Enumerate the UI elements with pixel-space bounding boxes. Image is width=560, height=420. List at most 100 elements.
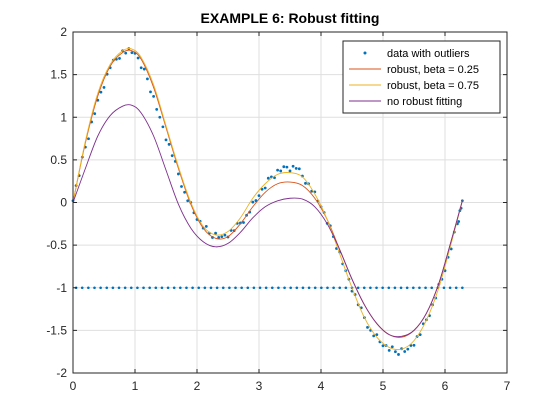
- outlier-point: [80, 286, 84, 290]
- x-tick-label: 0: [70, 379, 77, 393]
- outlier-point: [369, 286, 372, 290]
- data-point: [288, 169, 292, 173]
- x-tick-label: 2: [194, 379, 201, 393]
- outlier-point: [375, 286, 378, 290]
- x-tick-label: 4: [318, 379, 325, 393]
- outlier-point: [412, 286, 415, 290]
- data-point: [167, 142, 171, 146]
- outlier-point: [172, 286, 176, 290]
- data-point: [291, 164, 295, 168]
- data-point: [183, 190, 187, 194]
- outlier-point: [105, 286, 109, 290]
- data-point: [304, 181, 307, 185]
- outlier-point: [387, 286, 391, 290]
- data-point: [412, 343, 416, 347]
- outlier-point: [148, 286, 151, 290]
- data-point: [372, 334, 376, 338]
- data-point: [99, 90, 103, 94]
- outlier-point: [264, 286, 268, 290]
- legend: data with outliers robust, beta = 0.25 rob…: [342, 40, 501, 114]
- outlier-point: [307, 286, 311, 290]
- outlier-point: [313, 286, 317, 290]
- data-point: [251, 200, 255, 204]
- outlier-point: [240, 286, 243, 290]
- data-point: [285, 165, 289, 169]
- outlier-point: [209, 286, 213, 290]
- outlier-point: [123, 286, 127, 290]
- x-tick-label: 7: [504, 379, 511, 393]
- outlier-point: [326, 286, 329, 290]
- data-point: [142, 67, 146, 71]
- data-point: [223, 233, 227, 237]
- y-tick-label: 1.5: [50, 68, 67, 82]
- data-point: [155, 107, 159, 111]
- y-tick-label: -1: [56, 281, 67, 295]
- outlier-point: [344, 286, 348, 290]
- outlier-point: [191, 286, 194, 290]
- x-tick-label: 3: [256, 379, 263, 393]
- outlier-point: [283, 286, 286, 290]
- data-point: [294, 167, 298, 170]
- data-point: [136, 56, 140, 60]
- data-point: [124, 51, 128, 55]
- outlier-point: [99, 286, 102, 290]
- data-point: [279, 169, 283, 173]
- y-tick-label: 2: [60, 25, 67, 39]
- outlier-point: [381, 286, 384, 290]
- outlier-point: [228, 286, 231, 290]
- y-tick-label: 0.5: [50, 153, 67, 167]
- outlier-point: [295, 286, 299, 290]
- outlier-point: [111, 286, 115, 290]
- outlier-point: [277, 286, 280, 290]
- data-point: [220, 235, 224, 239]
- data-point: [263, 186, 267, 190]
- outlier-point: [93, 286, 96, 290]
- outlier-point: [252, 286, 256, 290]
- data-point: [177, 172, 180, 176]
- outlier-point: [461, 286, 464, 290]
- y-tick-label: -1.5: [46, 323, 67, 337]
- outlier-point: [142, 286, 145, 290]
- tick-layer: 0 1 2 3 4 5 6 7 -2 -1.5 -1 -0.5 0 0.5 1 1.5 2: [46, 25, 510, 393]
- outlier-point: [87, 286, 90, 290]
- data-point: [161, 125, 165, 129]
- outlier-point: [117, 286, 121, 290]
- y-tick-label: 0: [60, 196, 67, 210]
- data-point: [146, 77, 149, 81]
- x-tick-label: 5: [380, 379, 387, 393]
- x-tick-label: 6: [442, 379, 449, 393]
- data-point: [242, 221, 245, 224]
- data-point: [397, 353, 400, 356]
- legend-marker: [363, 51, 367, 55]
- outlier-point: [215, 286, 219, 290]
- outlier-point: [270, 286, 274, 290]
- data-point: [297, 167, 301, 171]
- outlier-point: [289, 286, 292, 290]
- data-point: [204, 224, 208, 228]
- outlier-point: [356, 286, 360, 290]
- data-point: [217, 236, 221, 239]
- data-point: [102, 86, 106, 89]
- outlier-point: [154, 286, 158, 290]
- data-point: [260, 187, 264, 191]
- outlier-point: [332, 286, 335, 290]
- legend-label: robust, beta = 0.25: [387, 64, 479, 76]
- data-point: [366, 325, 369, 329]
- outlier-point: [185, 286, 188, 290]
- data-point: [375, 333, 379, 337]
- data-point: [139, 66, 143, 70]
- data-point: [449, 247, 453, 251]
- outlier-point: [234, 286, 237, 290]
- data-point: [214, 231, 218, 235]
- outlier-point: [258, 286, 262, 290]
- data-point: [158, 115, 162, 119]
- data-point: [403, 350, 407, 353]
- data-point: [394, 350, 397, 354]
- series-line-3: [72, 47, 463, 351]
- outlier-point: [338, 286, 342, 290]
- legend-label: data with outliers: [387, 48, 470, 60]
- data-point: [164, 138, 168, 142]
- outlier-point: [179, 286, 182, 290]
- outlier-point: [136, 286, 139, 290]
